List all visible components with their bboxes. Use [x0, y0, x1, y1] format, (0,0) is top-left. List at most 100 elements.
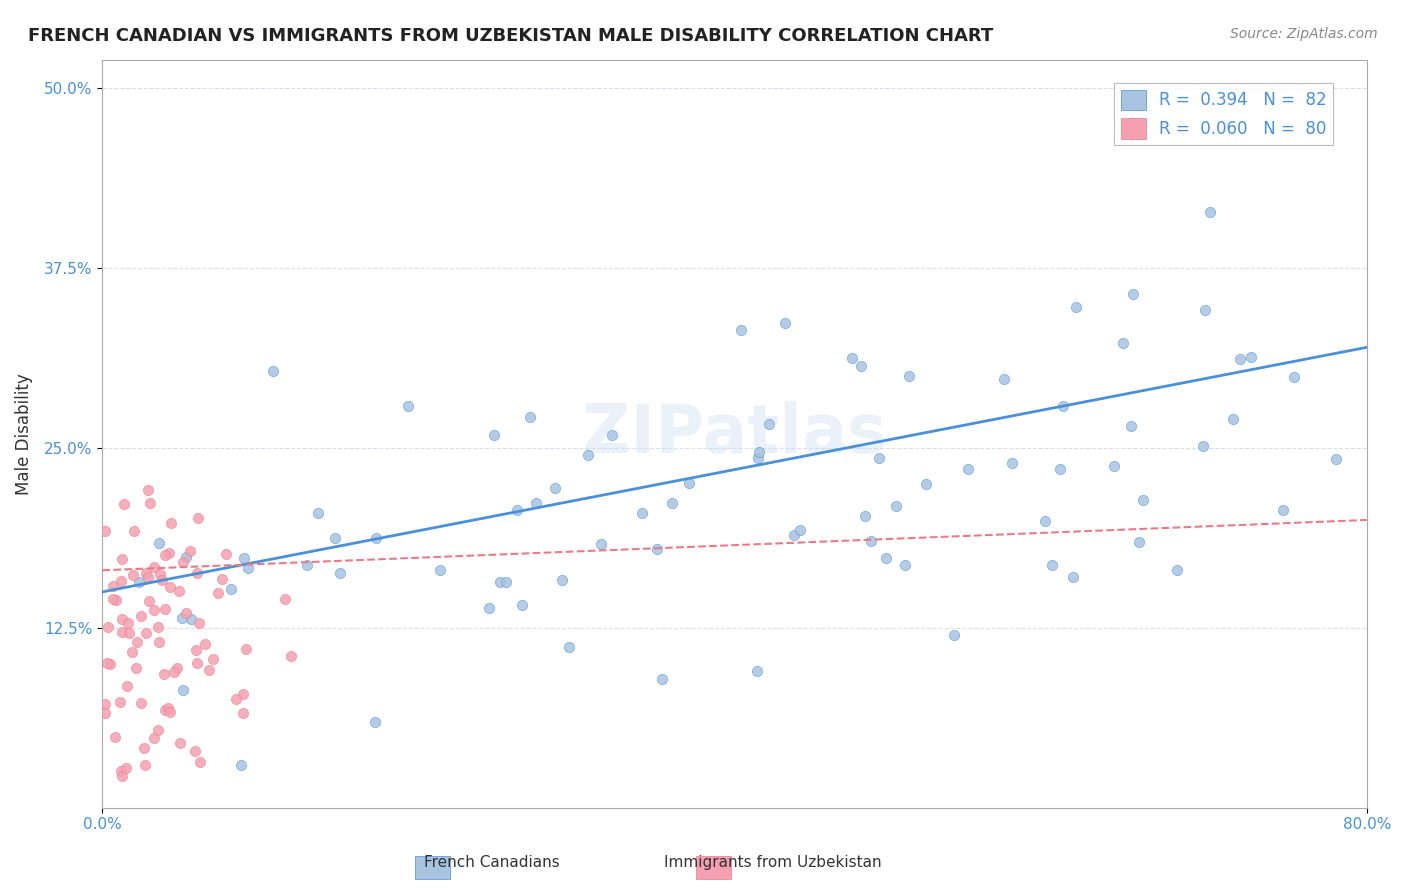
Point	[104, 730, 127, 744]
Point	[482, 428, 505, 442]
Point	[122, 524, 145, 538]
Point	[186, 656, 208, 670]
Point	[233, 550, 256, 565]
Point	[129, 609, 152, 624]
Point	[108, 695, 131, 709]
Point	[198, 663, 221, 677]
Point	[98, 657, 121, 671]
Point	[1272, 503, 1295, 517]
Point	[651, 672, 673, 686]
Point	[1119, 418, 1142, 433]
Point	[121, 568, 143, 582]
Point	[364, 531, 387, 545]
Legend: R =  0.394   N =  82, R =  0.060   N =  80: R = 0.394 N = 82, R = 0.060 N = 80	[1114, 83, 1333, 145]
Point	[551, 574, 574, 588]
Point	[747, 451, 769, 466]
Point	[149, 567, 172, 582]
Point	[115, 761, 138, 775]
Point	[159, 705, 181, 719]
Point	[167, 583, 190, 598]
Point	[143, 731, 166, 745]
Point	[730, 323, 752, 337]
Point	[111, 551, 134, 566]
Text: FRENCH CANADIAN VS IMMIGRANTS FROM UZBEKISTAN MALE DISABILITY CORRELATION CHART: FRENCH CANADIAN VS IMMIGRANTS FROM UZBEK…	[28, 27, 994, 45]
Point	[1324, 452, 1347, 467]
Point	[131, 696, 153, 710]
Point	[179, 543, 201, 558]
Point	[789, 523, 811, 537]
Point	[136, 483, 159, 497]
Point	[295, 558, 318, 572]
Point	[758, 417, 780, 431]
Point	[232, 687, 254, 701]
Text: ZIPatlas: ZIPatlas	[582, 401, 887, 467]
Point	[747, 664, 769, 678]
Point	[1042, 558, 1064, 572]
Point	[160, 516, 183, 531]
Point	[132, 740, 155, 755]
Point	[155, 602, 177, 616]
Point	[148, 635, 170, 649]
Point	[172, 683, 194, 698]
Point	[176, 549, 198, 564]
Point	[211, 572, 233, 586]
Point	[429, 563, 451, 577]
Point	[841, 351, 863, 366]
Point	[184, 743, 207, 757]
Point	[274, 592, 297, 607]
Point	[678, 476, 700, 491]
Point	[262, 364, 284, 378]
Point	[148, 536, 170, 550]
Point	[544, 481, 567, 495]
Point	[110, 574, 132, 588]
Point	[783, 527, 806, 541]
Point	[1194, 302, 1216, 317]
Point	[1033, 514, 1056, 528]
Point	[557, 640, 579, 655]
Point	[849, 359, 872, 374]
Point	[506, 502, 529, 516]
Point	[111, 612, 134, 626]
Point	[117, 615, 139, 630]
Point	[993, 372, 1015, 386]
Point	[859, 534, 882, 549]
Point	[576, 448, 599, 462]
Point	[855, 508, 877, 523]
Point	[1052, 400, 1074, 414]
Point	[957, 461, 980, 475]
Point	[153, 549, 176, 563]
Text: Source: ZipAtlas.com: Source: ZipAtlas.com	[1230, 27, 1378, 41]
Point	[138, 496, 160, 510]
Point	[631, 506, 654, 520]
Point	[231, 757, 253, 772]
Point	[232, 706, 254, 720]
Point	[172, 556, 194, 570]
Point	[128, 574, 150, 589]
Point	[103, 579, 125, 593]
Point	[1240, 350, 1263, 364]
Point	[155, 703, 177, 717]
Point	[152, 667, 174, 681]
Point	[645, 541, 668, 556]
Point	[236, 561, 259, 575]
Point	[184, 642, 207, 657]
Point	[364, 714, 387, 729]
Point	[93, 524, 115, 538]
Point	[1001, 456, 1024, 470]
Point	[96, 657, 118, 671]
Point	[112, 497, 135, 511]
Point	[157, 546, 180, 560]
Point	[127, 635, 149, 649]
Point	[1122, 287, 1144, 301]
Point	[1229, 351, 1251, 366]
Point	[1102, 459, 1125, 474]
Point	[773, 316, 796, 330]
Point	[1112, 336, 1135, 351]
Point	[124, 661, 146, 675]
Point	[1049, 461, 1071, 475]
Point	[914, 476, 936, 491]
Point	[110, 764, 132, 779]
Point	[169, 735, 191, 749]
Y-axis label: Male Disability: Male Disability	[15, 373, 32, 494]
Point	[1191, 440, 1213, 454]
